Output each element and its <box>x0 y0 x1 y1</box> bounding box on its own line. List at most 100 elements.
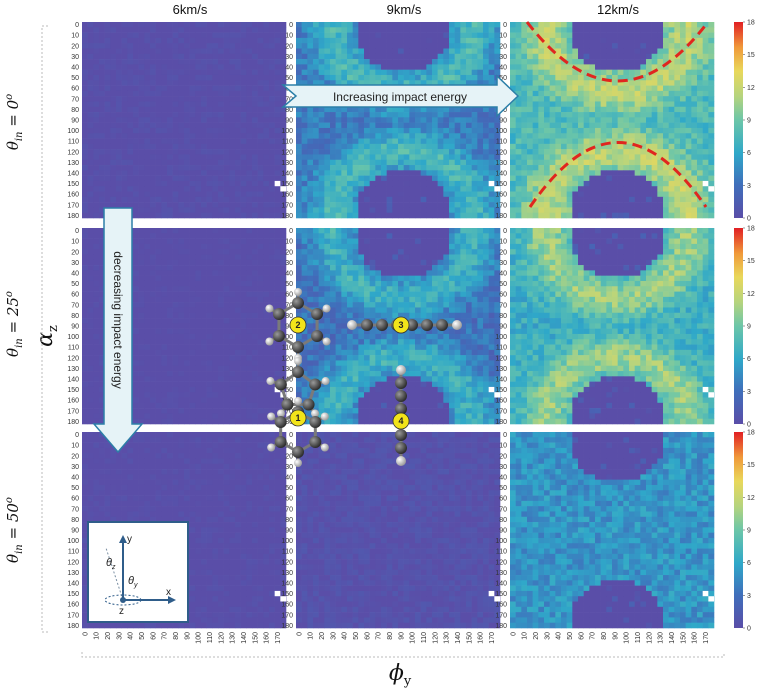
ytick-r1-c2: 150 <box>495 387 507 394</box>
ytick-r1-c0: 0 <box>75 228 79 235</box>
ytick-r0-c0: 170 <box>67 202 79 209</box>
ytick-r0-c0: 70 <box>71 96 79 103</box>
xtick-c2: 90 <box>612 632 619 640</box>
molecule-4: 4 <box>392 365 410 466</box>
svg-text:θin = 25o: θin = 25o <box>4 291 25 357</box>
ytick-r1-c0: 70 <box>71 302 79 309</box>
ytick-r0-c1: 40 <box>285 65 293 72</box>
ytick-r2-c1: 160 <box>281 602 293 609</box>
colorbar-tick: 0 <box>747 626 751 633</box>
ytick-r1-c0: 20 <box>71 249 79 256</box>
ytick-r2-c2: 10 <box>499 443 507 450</box>
ytick-r0-c1: 50 <box>285 75 293 82</box>
colorbar-tick: 9 <box>747 324 751 331</box>
ytick-r1-c2: 80 <box>499 313 507 320</box>
ytick-r1-c0: 10 <box>71 239 79 246</box>
ytick-r0-c1: 0 <box>289 22 293 29</box>
ytick-r1-c2: 140 <box>495 376 507 383</box>
increasing-energy-label: Increasing impact energy <box>333 90 467 104</box>
ytick-r0-c0: 0 <box>75 22 79 29</box>
xtick-c1: 40 <box>342 632 349 640</box>
ytick-r2-c1: 110 <box>282 549 293 556</box>
ytick-r0-c0: 120 <box>67 149 79 156</box>
xtick-c2: 10 <box>522 632 529 640</box>
axes-inset: y x z θz θy <box>87 521 189 623</box>
ytick-r1-c2: 160 <box>495 398 507 405</box>
ytick-r0-c0: 40 <box>71 65 79 72</box>
svg-text:θin = 0o: θin = 0o <box>4 94 25 150</box>
ytick-r1-c1: 70 <box>285 302 293 309</box>
ytick-r1-c2: 70 <box>499 302 507 309</box>
ytick-r2-c2: 20 <box>499 453 507 460</box>
xtick-c1: 160 <box>478 632 485 644</box>
ytick-r1-c0: 40 <box>71 271 79 278</box>
ytick-r0-c2: 10 <box>499 33 507 40</box>
row-label-theta-50: θin = 50o <box>4 497 25 563</box>
xtick-c1: 10 <box>308 632 315 640</box>
ytick-r1-c0: 150 <box>67 387 79 394</box>
ytick-r2-c2: 120 <box>495 559 507 566</box>
ytick-r1-c2: 110 <box>496 345 507 352</box>
ytick-r2-c0: 100 <box>67 538 79 545</box>
xtick-c1: 0 <box>296 632 303 636</box>
xtick-c0: 140 <box>241 632 248 644</box>
ytick-r0-c2: 130 <box>495 160 507 167</box>
xtick-c0: 30 <box>116 632 123 640</box>
column-header-6kms: 6km/s <box>173 2 208 17</box>
ytick-r0-c0: 50 <box>71 75 79 82</box>
ytick-r2-c2: 70 <box>499 506 507 513</box>
xtick-c2: 40 <box>556 632 563 640</box>
colorbar-tick: 12 <box>747 85 755 92</box>
ytick-r0-c2: 20 <box>499 43 507 50</box>
ytick-r2-c0: 140 <box>67 580 79 587</box>
xtick-c0: 40 <box>128 632 135 640</box>
inset-theta-z-sym: θ <box>106 557 112 569</box>
xtick-c2: 50 <box>567 632 574 640</box>
ytick-r0-c1: 120 <box>281 149 293 156</box>
xtick-c1: 110 <box>421 632 428 643</box>
ytick-r1-c0: 50 <box>71 281 79 288</box>
ytick-r2-c0: 170 <box>67 612 79 619</box>
xtick-c0: 120 <box>218 632 225 644</box>
ytick-r1-c1: 80 <box>285 313 293 320</box>
inset-theta-z: θz <box>106 557 116 571</box>
ytick-r0-c0: 30 <box>71 54 79 61</box>
ytick-r0-c2: 90 <box>499 118 507 125</box>
ytick-r2-c2: 90 <box>499 528 507 535</box>
xtick-c1: 30 <box>330 632 337 640</box>
row0-sup: o <box>4 94 15 100</box>
colorbar-tick: 9 <box>747 118 751 125</box>
ytick-r2-c1: 30 <box>285 464 293 471</box>
row0-eq: = 0 <box>4 99 22 131</box>
ytick-r0-c2: 120 <box>495 149 507 156</box>
ytick-r0-c2: 50 <box>499 75 507 82</box>
svg-text:θin = 50o: θin = 50o <box>4 497 25 563</box>
ytick-r2-c0: 80 <box>71 517 79 524</box>
ytick-r1-c2: 20 <box>499 249 507 256</box>
colorbar-tick: 0 <box>747 216 751 223</box>
inset-theta-y: θy <box>128 575 138 589</box>
xtick-c0: 100 <box>196 632 203 644</box>
ytick-r2-c1: 170 <box>281 612 293 619</box>
xtick-c2: 20 <box>533 632 540 640</box>
ytick-r2-c0: 20 <box>71 453 79 460</box>
ytick-r1-c0: 160 <box>67 398 79 405</box>
ytick-r1-c1: 130 <box>281 366 293 373</box>
ytick-r0-c1: 30 <box>285 54 293 61</box>
ytick-r2-c1: 120 <box>281 559 293 566</box>
colorbar-tick: 3 <box>747 389 751 396</box>
ytick-r2-c1: 150 <box>281 591 293 598</box>
y-axis-sub: z <box>46 325 61 332</box>
colorbar-tick: 18 <box>747 20 755 27</box>
row1-sub: in <box>14 338 25 348</box>
ytick-r1-c0: 180 <box>67 419 79 426</box>
ytick-r0-c2: 30 <box>499 54 507 61</box>
ytick-r2-c0: 180 <box>67 623 79 630</box>
xtick-c2: 70 <box>590 632 597 640</box>
molecules: 2 1 3 4 <box>265 288 462 467</box>
colorbar-tick: 18 <box>747 226 755 233</box>
ytick-r1-c0: 120 <box>67 355 79 362</box>
x-axis-sub: y <box>403 674 412 688</box>
ytick-r2-c1: 80 <box>285 517 293 524</box>
